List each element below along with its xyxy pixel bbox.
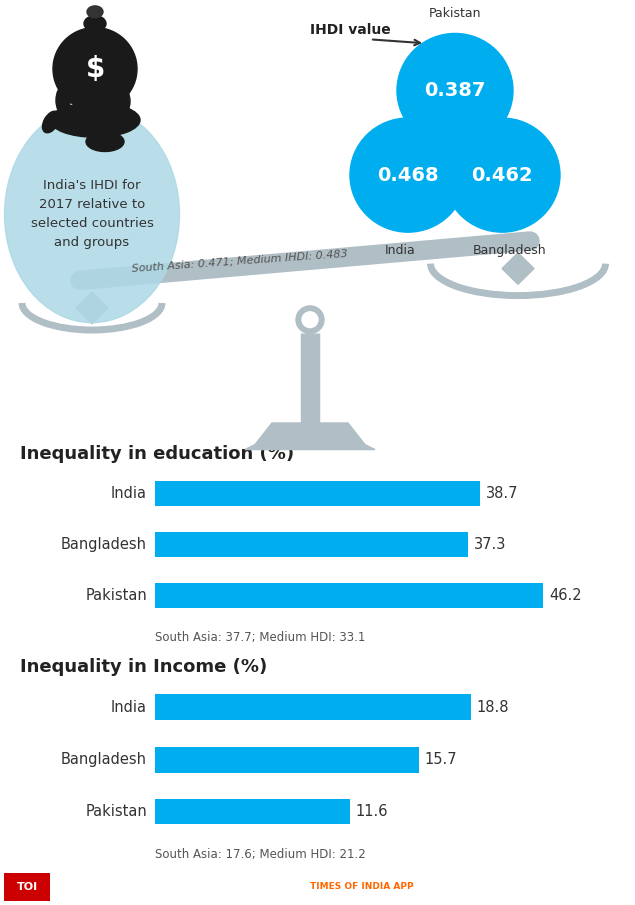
Text: Bangladesh: Bangladesh (61, 538, 147, 552)
Ellipse shape (84, 15, 106, 32)
Ellipse shape (116, 89, 130, 114)
Text: 15.7: 15.7 (425, 752, 457, 767)
Ellipse shape (76, 82, 90, 114)
Text: Inequality in Income (%): Inequality in Income (%) (20, 658, 267, 676)
Text: India: India (111, 700, 147, 715)
Circle shape (296, 306, 324, 333)
Polygon shape (502, 252, 534, 284)
Text: 37.3: 37.3 (474, 538, 507, 552)
Ellipse shape (56, 87, 70, 114)
Bar (155, 481, 480, 506)
Text: FOR MORE  INFOGRAPHICS DOWNLOAD: FOR MORE INFOGRAPHICS DOWNLOAD (58, 882, 239, 891)
Text: TIMES OF INDIA APP: TIMES OF INDIA APP (310, 882, 413, 891)
Ellipse shape (50, 103, 140, 138)
Text: TOI: TOI (17, 881, 37, 892)
Text: $: $ (85, 55, 105, 83)
Circle shape (53, 27, 137, 110)
Bar (155, 583, 543, 608)
Text: 18.8: 18.8 (477, 700, 509, 715)
Text: 38.7: 38.7 (486, 486, 519, 500)
Text: Pakistan: Pakistan (85, 588, 147, 603)
Text: 11.6: 11.6 (356, 804, 389, 819)
Text: 0.462: 0.462 (471, 166, 533, 185)
Text: India: India (385, 244, 415, 257)
Text: IHDI value: IHDI value (310, 23, 391, 36)
Polygon shape (76, 292, 108, 324)
Ellipse shape (43, 111, 60, 133)
Bar (155, 798, 350, 824)
Ellipse shape (4, 106, 180, 323)
Text: India's IHDI for
2017 relative to
selected countries
and groups: India's IHDI for 2017 relative to select… (30, 179, 154, 250)
Ellipse shape (86, 132, 124, 151)
Bar (155, 532, 469, 557)
Ellipse shape (96, 84, 110, 114)
Text: 0.387: 0.387 (424, 81, 486, 100)
Text: Bangladesh: Bangladesh (61, 752, 147, 767)
Text: Inequality in education (%): Inequality in education (%) (20, 445, 294, 463)
Bar (4, 872, 50, 901)
Text: South Asia: 0.471; Medium IHDI: 0.483: South Asia: 0.471; Medium IHDI: 0.483 (131, 248, 349, 273)
Ellipse shape (87, 6, 103, 18)
Text: 46.2: 46.2 (549, 588, 582, 603)
Circle shape (350, 118, 466, 233)
Circle shape (302, 312, 318, 328)
Text: 0.468: 0.468 (377, 166, 439, 185)
Text: Pakistan: Pakistan (429, 6, 481, 20)
Bar (155, 694, 471, 720)
Circle shape (397, 33, 513, 148)
Polygon shape (255, 423, 365, 444)
Circle shape (444, 118, 560, 233)
Polygon shape (245, 444, 375, 450)
Bar (155, 747, 418, 773)
Text: South Asia: 17.6; Medium HDI: 21.2: South Asia: 17.6; Medium HDI: 21.2 (155, 848, 366, 862)
Text: Bangladesh: Bangladesh (473, 244, 547, 257)
Text: South Asia: 37.7; Medium HDI: 33.1: South Asia: 37.7; Medium HDI: 33.1 (155, 632, 365, 644)
Text: Pakistan: Pakistan (85, 804, 147, 819)
Text: India: India (111, 486, 147, 500)
